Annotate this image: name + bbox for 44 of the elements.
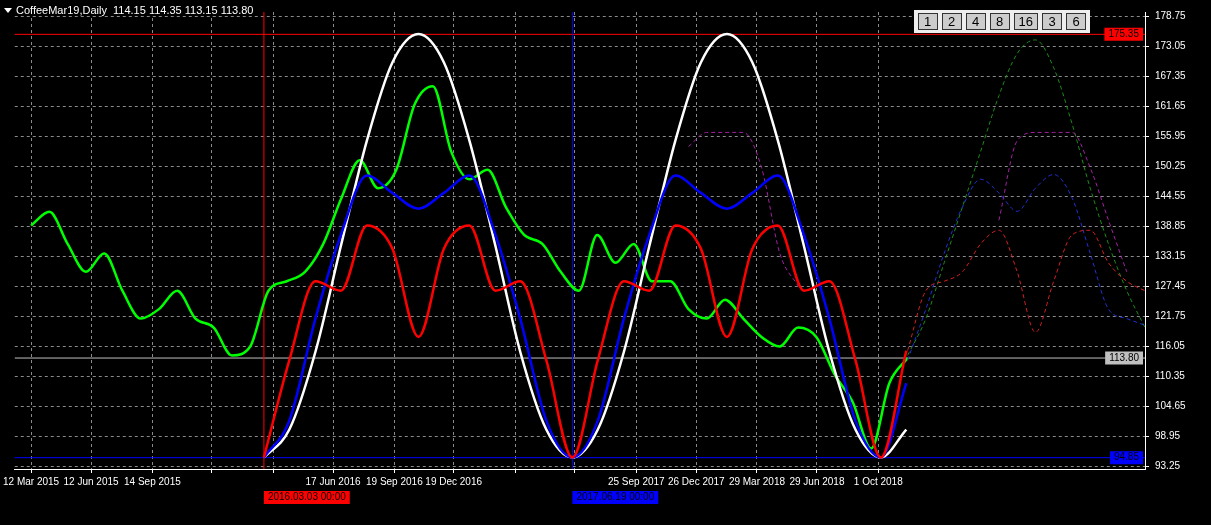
y-tick-label: 161.65 [1155,100,1187,112]
annotation: 6 [1066,13,1086,30]
line-series [907,229,1145,352]
x-tick-label: 12 Mar 2015 [3,475,60,487]
x-tick-label: 26 Dec 2017 [667,475,726,487]
annotation: 16 [1013,13,1038,30]
y-tick-label: 104.65 [1155,399,1187,411]
annotation: 2 [941,13,962,30]
x-tick-label: 19 Dec 2016 [425,475,483,487]
y-tick-label: 133.15 [1155,250,1187,262]
y-tick-label: 155.95 [1155,130,1187,142]
x-tick-label: 14 Sep 2015 [124,475,182,487]
y-tick-label: 167.35 [1155,70,1187,82]
ref-line-label: 2017.06.19 00:00 [576,491,655,503]
y-tick-label: 144.55 [1155,190,1187,202]
x-tick-label: 1 Oct 2018 [853,475,904,487]
annotation: 4 [965,13,986,30]
chart-title: CoffeeMar19,Daily 114.15 114.35 113.15 113.80 [16,4,254,16]
ref-line-label: 94.85 [1113,451,1140,463]
line-series [907,174,1145,361]
y-tick-label: 127.45 [1155,280,1187,291]
y-tick-label: 93.25 [1155,459,1181,471]
annotation: 8 [989,13,1010,30]
y-tick-label: 150.25 [1155,160,1187,172]
y-tick-label: 178.75 [1155,10,1187,22]
y-tick-label: 98.95 [1155,429,1181,441]
x-tick-label: 17 Jun 2016 [305,475,361,487]
ref-line-label: 2016.03.03 00:00 [267,491,347,503]
y-tick-label: 138.85 [1155,220,1187,232]
x-tick-label: 29 Mar 2018 [728,475,786,487]
y-tick-label: 173.05 [1155,40,1187,52]
annotation: 3 [1042,13,1062,30]
x-tick-label: 12 Jun 2015 [63,475,120,487]
line-series [262,32,908,459]
line-series [29,84,909,450]
y-tick-label: 116.05 [1155,339,1186,351]
annotation: 1 [917,13,938,30]
y-tick-label: 110.35 [1155,369,1186,381]
ref-line-label: 175.35 [1108,28,1140,40]
x-tick-label: 29 Jun 2018 [789,475,845,487]
ref-line-label: 113.80 [1109,351,1140,363]
x-tick-label: 25 Sep 2017 [607,475,666,487]
y-tick-label: 121.75 [1155,309,1187,321]
x-tick-label: 19 Sep 2016 [365,475,424,487]
